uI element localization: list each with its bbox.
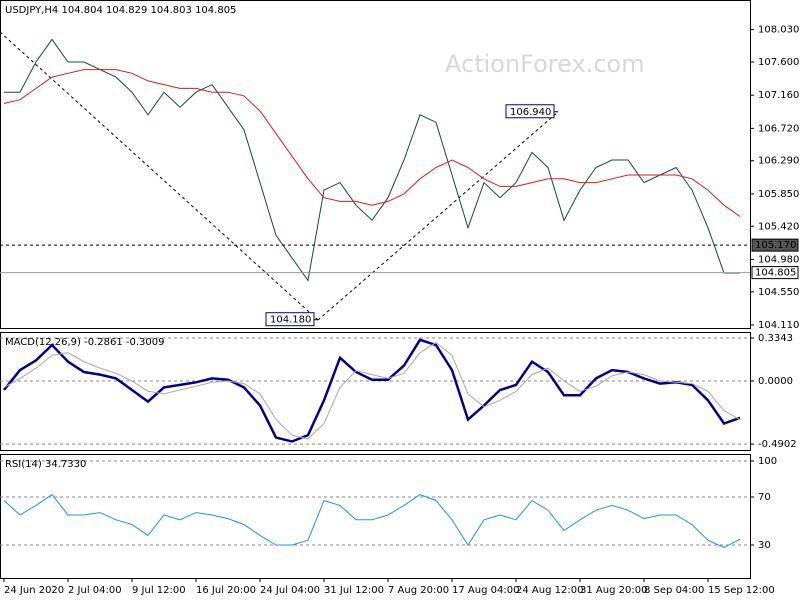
series-line [3,493,741,548]
rsi-panel [0,454,751,579]
series-line [4,38,740,282]
y-tick-label: 100 [758,456,777,467]
y-tick-label: 106.290 [758,156,799,167]
y-tick-label: 104.980 [758,254,799,265]
x-tick-label: 9 Jul 12:00 [132,585,186,596]
y-tick-label: 106.720 [758,123,799,134]
watermark: ActionForex.com [445,50,645,78]
annotation-box [265,312,315,327]
price-tag-label: 104.805 [755,268,796,279]
annotation: 106.940 [510,107,551,118]
macd-panel [0,332,751,451]
x-tick-label: 31 Aug 20:00 [580,585,647,596]
x-tick-label: 31 Jul 12:00 [324,585,384,596]
y-tick-label: 105.850 [758,189,799,200]
price-tag [751,266,799,280]
x-tick-label: 8 Sep 04:00 [644,585,704,596]
x-tick-label: 15 Sep 12:00 [708,585,775,596]
x-tick-label: 2 Jul 04:00 [68,585,122,596]
y-tick-label: 104.550 [758,287,799,298]
y-tick-label: 0.0000 [758,376,793,387]
y-tick-label: -0.4902 [758,439,797,450]
y-tick-label: 104.110 [758,320,799,331]
price-panel [0,0,751,329]
y-tick-label: 108.030 [758,25,799,36]
x-tick-label: 16 Jul 20:00 [196,585,256,596]
x-tick-label: 24 Jun 2020 [4,585,64,596]
x-tick-label: 7 Aug 20:00 [388,585,449,596]
annotation-box [505,104,555,119]
y-tick-label: 30 [758,540,771,551]
panel-title: RSI(14) 34.7330 [5,459,86,470]
series-line [3,338,741,443]
x-tick-label: 24 Aug 12:00 [516,585,583,596]
y-tick-label: 107.600 [758,57,799,68]
series-line [3,69,741,217]
annotation: 104.180 [270,315,311,326]
price-tag [751,238,799,252]
panel-title: MACD(12,26,9) -0.2861 -0.3009 [5,337,165,348]
y-tick-label: 105.420 [758,221,799,232]
y-tick-label: 70 [758,492,771,503]
x-tick-label: 17 Aug 04:00 [452,585,519,596]
panel-title: USDJPY,H4 104.804 104.829 104.803 104.80… [5,5,236,16]
trend-line [317,111,559,321]
y-tick-label: 0.3343 [758,333,793,344]
series-line [3,341,741,440]
price-tag-label: 105.170 [755,240,796,251]
x-tick-label: 24 Jul 04:00 [260,585,320,596]
y-tick-label: 107.160 [758,90,799,101]
